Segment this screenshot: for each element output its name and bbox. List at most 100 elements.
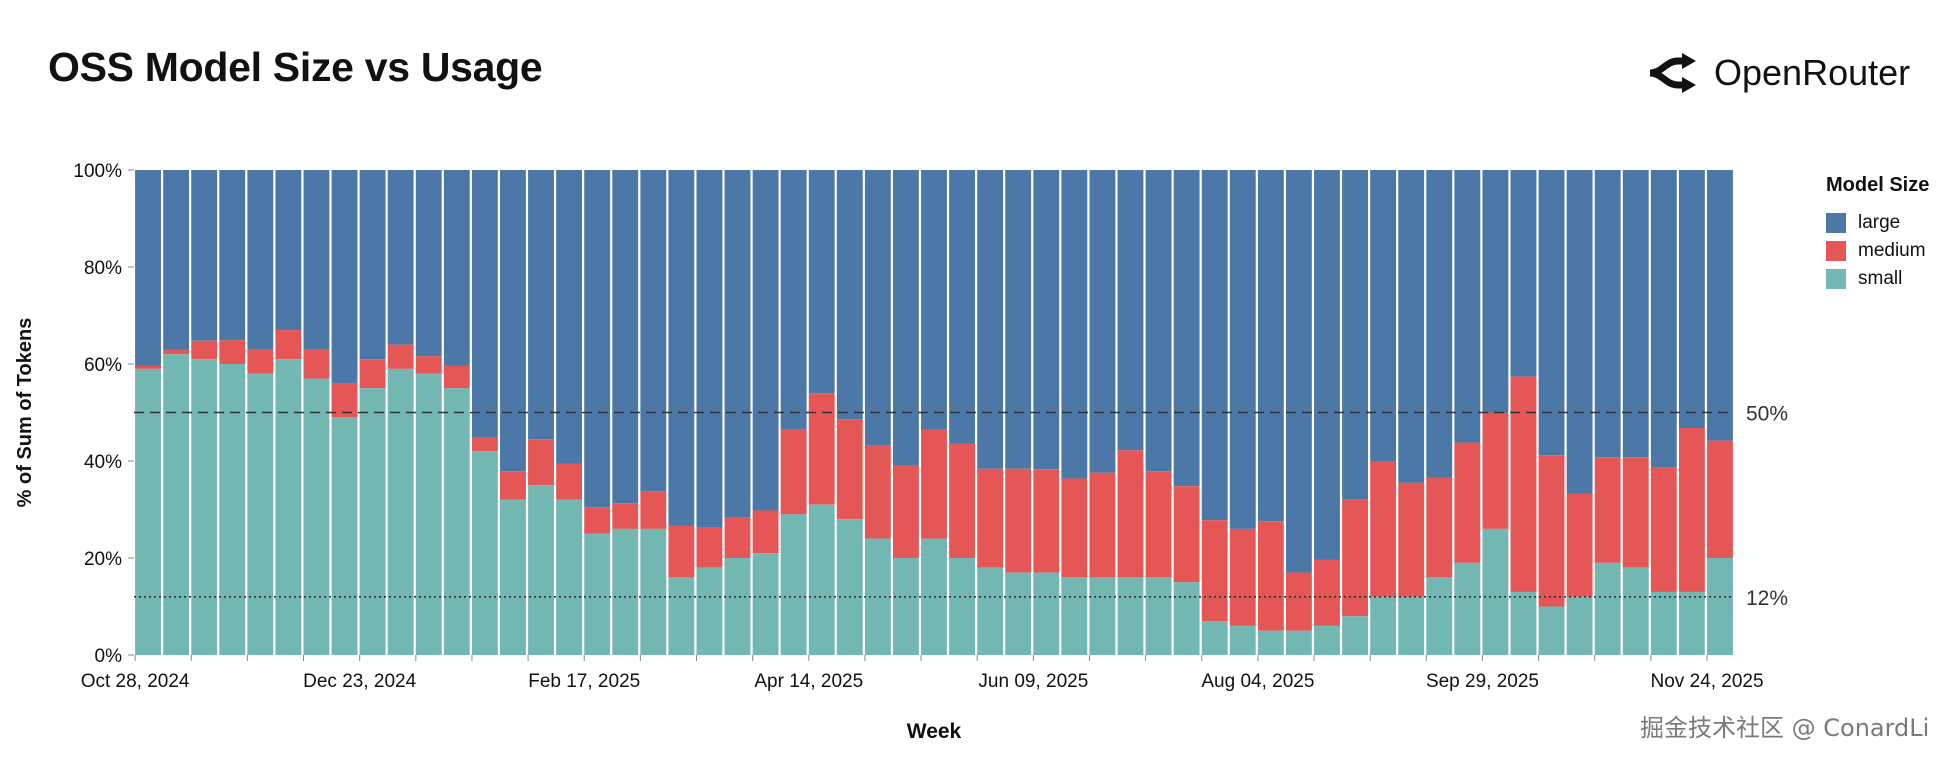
bar-medium (1201, 520, 1228, 622)
bar-small (892, 558, 919, 655)
bar-large (1201, 170, 1228, 521)
bar-large (1257, 170, 1284, 522)
bar-large (1426, 170, 1453, 478)
legend-swatch-small (1826, 269, 1846, 289)
bar-small (1173, 582, 1200, 655)
bar-medium (1454, 442, 1481, 563)
bar-small (1482, 528, 1509, 655)
x-axis-title: Week (907, 720, 962, 743)
bar-medium (387, 344, 414, 369)
bar-medium (1594, 457, 1621, 563)
bar-large (1678, 170, 1705, 429)
bar-medium (359, 359, 386, 389)
x-tick-label: Oct 28, 2024 (81, 671, 190, 692)
bar-medium (921, 429, 947, 539)
bar-medium (1005, 468, 1032, 573)
y-tick-label: 100% (73, 161, 122, 182)
bar-medium (1257, 521, 1284, 631)
bar-large (612, 170, 639, 504)
bar-large (1005, 170, 1032, 469)
bar-large (584, 170, 611, 508)
bar-medium (191, 340, 218, 360)
bar-large (949, 170, 976, 444)
bar-medium (247, 349, 274, 374)
bar-large (443, 170, 470, 366)
bar-medium (1566, 493, 1593, 597)
bar-medium (1678, 428, 1705, 592)
bar-small (1566, 596, 1593, 655)
bar-large (135, 170, 161, 366)
legend-swatch-medium (1826, 241, 1846, 261)
bar-small (1594, 562, 1621, 655)
bar-medium (1707, 440, 1733, 558)
x-tick-label: Nov 24, 2025 (1651, 671, 1764, 692)
bar-large (500, 170, 526, 472)
brand-logo[interactable]: OpenRouter (1646, 48, 1910, 98)
bar-small (1454, 562, 1481, 655)
bar-medium (528, 439, 554, 486)
bar-medium (640, 491, 667, 529)
bar-large (668, 170, 695, 526)
bar-small (1510, 591, 1537, 655)
openrouter-logo-icon (1649, 53, 1696, 93)
bar-small (780, 514, 807, 655)
legend-label-medium: medium (1858, 240, 1926, 261)
bar-medium (1538, 455, 1565, 607)
bar-small (640, 528, 667, 655)
bar-small (1426, 577, 1453, 655)
y-tick-label: 40% (84, 452, 122, 473)
bar-medium (331, 383, 358, 418)
y-axis-title: % of Sum of Tokens (14, 318, 36, 508)
bar-large (471, 170, 498, 438)
bar-small (191, 359, 218, 655)
bar-small (443, 388, 470, 655)
bar-medium (1510, 376, 1537, 592)
bar-medium (303, 349, 330, 379)
bar-large (1089, 170, 1116, 473)
bar-large (1594, 170, 1621, 458)
bar-large (1566, 170, 1593, 494)
bar-large (1173, 170, 1200, 487)
bar-large (359, 170, 386, 360)
bar-large (163, 170, 190, 350)
bar-small (1314, 625, 1340, 655)
bar-small (1538, 606, 1565, 655)
bar-small (836, 519, 863, 655)
bar-medium (1650, 467, 1677, 592)
bar-medium (415, 356, 442, 374)
legend-label-small: small (1858, 268, 1903, 289)
bar-large (556, 170, 583, 464)
bar-medium (864, 444, 891, 539)
bar-small (471, 451, 498, 655)
bar-small (1089, 577, 1116, 655)
bar-medium (1145, 471, 1172, 578)
bar-large (387, 170, 414, 345)
bar-medium (1117, 450, 1144, 578)
bar-medium (808, 393, 835, 505)
bar-medium (612, 503, 639, 529)
x-tick-label: Sep 29, 2025 (1426, 671, 1539, 692)
bar-medium (892, 465, 919, 558)
bar-large (1285, 170, 1312, 573)
legend: Model Size large medium small (1826, 174, 1929, 293)
bar-large (219, 170, 246, 341)
bar-small (275, 359, 302, 655)
bar-small (528, 485, 554, 655)
bar-medium (752, 510, 779, 554)
bar-small (1201, 621, 1228, 655)
bar-medium (1033, 469, 1060, 573)
bar-small (1229, 625, 1256, 655)
bar-small (303, 378, 330, 655)
brand-name: OpenRouter (1714, 52, 1911, 93)
bar-medium (275, 330, 302, 360)
bar-large (191, 170, 218, 341)
bar-small (808, 504, 835, 655)
bar-small (163, 354, 190, 655)
bar-medium (556, 463, 583, 500)
bar-large (808, 170, 835, 394)
legend-label-large: large (1858, 212, 1901, 233)
x-tick-label: Apr 14, 2025 (754, 671, 863, 692)
bar-large (1538, 170, 1565, 456)
bar-small (556, 499, 583, 655)
